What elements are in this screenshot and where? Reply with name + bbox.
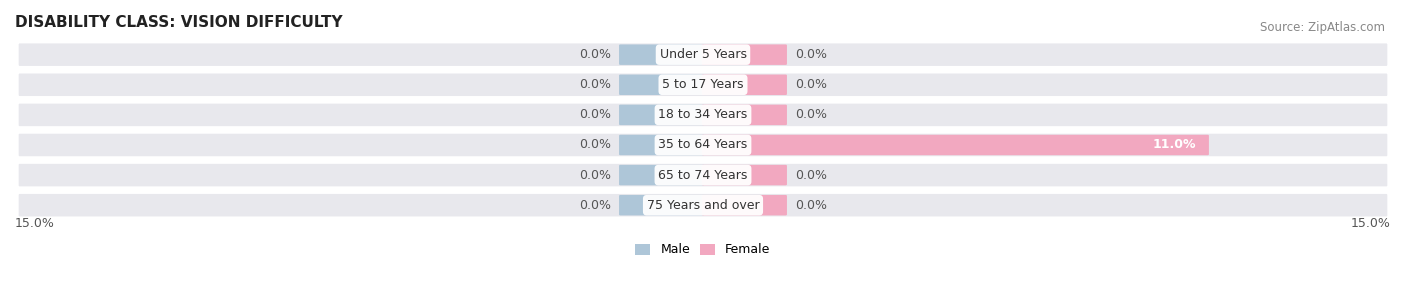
Text: 35 to 64 Years: 35 to 64 Years	[658, 138, 748, 152]
Text: 75 Years and over: 75 Years and over	[647, 199, 759, 212]
FancyBboxPatch shape	[702, 195, 787, 215]
FancyBboxPatch shape	[619, 105, 704, 125]
Text: 0.0%: 0.0%	[794, 169, 827, 181]
Legend: Male, Female: Male, Female	[630, 239, 776, 261]
FancyBboxPatch shape	[702, 135, 1209, 155]
Text: 0.0%: 0.0%	[579, 48, 612, 61]
Text: DISABILITY CLASS: VISION DIFFICULTY: DISABILITY CLASS: VISION DIFFICULTY	[15, 15, 343, 30]
FancyBboxPatch shape	[17, 72, 1389, 97]
FancyBboxPatch shape	[702, 45, 787, 65]
Text: 0.0%: 0.0%	[579, 169, 612, 181]
Text: Under 5 Years: Under 5 Years	[659, 48, 747, 61]
FancyBboxPatch shape	[17, 192, 1389, 218]
Text: 0.0%: 0.0%	[579, 78, 612, 91]
Text: 0.0%: 0.0%	[579, 138, 612, 152]
FancyBboxPatch shape	[702, 105, 787, 125]
Text: 0.0%: 0.0%	[794, 78, 827, 91]
FancyBboxPatch shape	[17, 42, 1389, 67]
FancyBboxPatch shape	[702, 165, 787, 185]
FancyBboxPatch shape	[619, 165, 704, 185]
Text: 15.0%: 15.0%	[1351, 217, 1391, 230]
Text: 65 to 74 Years: 65 to 74 Years	[658, 169, 748, 181]
Text: 0.0%: 0.0%	[579, 199, 612, 212]
Text: 0.0%: 0.0%	[794, 199, 827, 212]
FancyBboxPatch shape	[17, 102, 1389, 127]
FancyBboxPatch shape	[619, 74, 704, 95]
Text: 15.0%: 15.0%	[15, 217, 55, 230]
Text: 5 to 17 Years: 5 to 17 Years	[662, 78, 744, 91]
Text: 0.0%: 0.0%	[794, 48, 827, 61]
Text: 11.0%: 11.0%	[1153, 138, 1197, 152]
FancyBboxPatch shape	[17, 163, 1389, 188]
FancyBboxPatch shape	[619, 195, 704, 215]
Text: 18 to 34 Years: 18 to 34 Years	[658, 108, 748, 121]
Text: Source: ZipAtlas.com: Source: ZipAtlas.com	[1260, 21, 1385, 34]
FancyBboxPatch shape	[702, 74, 787, 95]
Text: 0.0%: 0.0%	[579, 108, 612, 121]
FancyBboxPatch shape	[17, 132, 1389, 158]
Text: 0.0%: 0.0%	[794, 108, 827, 121]
FancyBboxPatch shape	[619, 45, 704, 65]
FancyBboxPatch shape	[619, 135, 704, 155]
